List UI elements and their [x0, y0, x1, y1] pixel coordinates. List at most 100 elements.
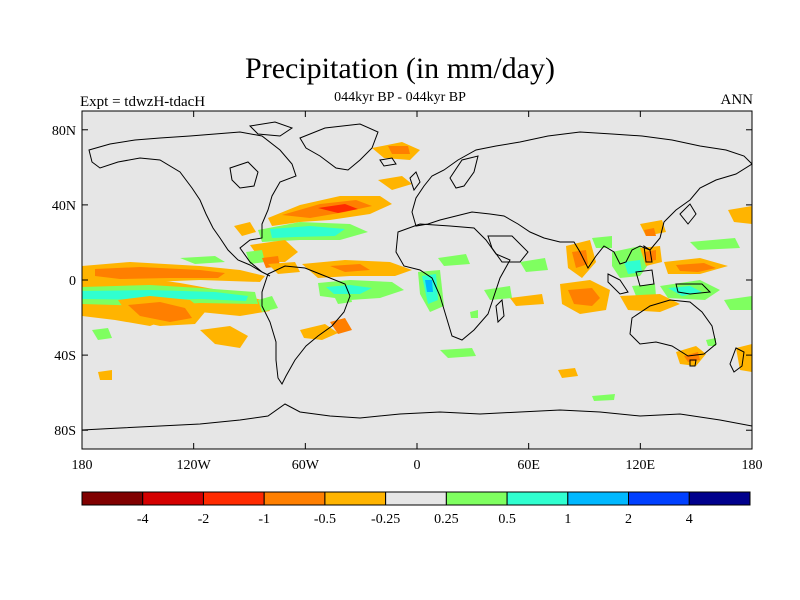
colorbar-label: -4: [137, 512, 149, 527]
coastline-greenland: [299, 123, 379, 171]
season-label: ANN: [720, 92, 754, 108]
colorbar-box: [688, 491, 751, 506]
coastline-antarctica: [82, 403, 752, 431]
colorbar-box: [263, 491, 326, 506]
anomaly-patch: [318, 204, 358, 213]
coastline-japan: [679, 203, 697, 225]
coastline-new-zealand: [729, 347, 745, 373]
coastline-australia: [629, 299, 717, 357]
anomaly-patch: [592, 236, 612, 248]
colorbar-label: 0.5: [498, 512, 516, 527]
colorbar-label: 0.25: [434, 512, 459, 527]
experiment-label: Expt = tdwzH-tdacH: [80, 94, 206, 110]
anomaly-patch: [644, 228, 656, 236]
anomaly-patch: [438, 254, 470, 266]
anomaly-patch: [706, 338, 716, 346]
colorbar-box: [81, 491, 144, 506]
coastline-sumatra: [607, 273, 629, 295]
lon-tick-label: 180: [742, 458, 763, 473]
anomaly-patch: [644, 250, 656, 262]
lon-tick-label: 0: [414, 458, 421, 473]
colorbar-box: [142, 491, 204, 506]
coastline-north-america: [88, 131, 297, 277]
anomaly-patch: [98, 370, 112, 380]
coastline-philippines: [643, 244, 653, 263]
anomaly-patch: [592, 394, 615, 401]
colorbar-box: [385, 491, 447, 506]
lat-tick-label: 80S: [54, 424, 76, 439]
coastline-borneo: [635, 269, 655, 287]
coastline-tasmania: [689, 359, 697, 367]
anomaly-patch: [558, 368, 578, 378]
anomaly-patch: [82, 290, 248, 301]
anomaly-patch: [180, 256, 225, 264]
colorbar-box: [202, 491, 265, 506]
lat-tick-label: 80N: [52, 124, 76, 139]
anomaly-patch: [632, 284, 656, 296]
anomaly-patch: [510, 294, 544, 306]
colorbar-box: [506, 491, 569, 506]
anomaly-patch: [270, 226, 345, 238]
lon-tick-label: 120E: [626, 458, 656, 473]
coastline-iceland: [379, 157, 397, 167]
anomaly-patch: [470, 310, 478, 318]
anomaly-field: [82, 142, 752, 401]
anomaly-patch: [568, 288, 600, 306]
anomaly-patch: [326, 285, 372, 294]
anomaly-patch: [234, 222, 256, 236]
colorbar-box: [445, 491, 508, 506]
map-subtitle: 044kyr BP - 044kyr BP: [334, 90, 466, 105]
colorbar: -4 -2 -1 -0.5 -0.25 0.25 0.5 1 2 4: [81, 491, 751, 527]
lon-tick-label: 120W: [177, 458, 212, 473]
map-title: Precipitation (in mm/day): [245, 52, 555, 85]
coastline-arctic-islands: [248, 121, 294, 137]
coastline-madagascar: [495, 298, 505, 324]
anomaly-patch: [388, 146, 410, 154]
anomaly-patch: [690, 238, 740, 250]
anomaly-patch: [572, 250, 588, 268]
coastlines: [82, 121, 752, 431]
anomaly-patch: [378, 176, 412, 190]
lat-tick-label: 40N: [52, 199, 76, 214]
lon-tick-label: 60E: [517, 458, 540, 473]
anomaly-patch: [92, 328, 112, 340]
anomaly-patch: [484, 286, 512, 300]
lon-tick-label: 60W: [292, 458, 320, 473]
colorbar-label: -0.5: [314, 512, 336, 527]
colorbar-label: 1: [564, 512, 571, 527]
anomaly-patch: [520, 258, 548, 272]
colorbar-label: 2: [625, 512, 632, 527]
anomaly-patch: [620, 294, 680, 312]
anomaly-patch: [128, 302, 192, 322]
coastline-scandinavia: [449, 155, 479, 189]
colorbar-label: -1: [258, 512, 270, 527]
anomaly-patch: [724, 296, 752, 310]
coastline-eurasia: [411, 131, 752, 269]
lon-tick-label: 180: [72, 458, 93, 473]
anomaly-patch: [728, 206, 752, 224]
anomaly-patch: [624, 260, 642, 274]
anomaly-patch: [330, 264, 370, 272]
anomaly-patch: [268, 262, 300, 274]
anomaly-patch: [200, 326, 248, 348]
colorbar-label: -2: [198, 512, 210, 527]
colorbar-box: [628, 491, 690, 506]
colorbar-box: [324, 491, 387, 506]
anomaly-patch: [425, 280, 433, 292]
anomaly-patch: [95, 267, 225, 279]
lat-tick-label: 0: [69, 274, 76, 289]
anomaly-patch: [246, 250, 265, 264]
colorbar-label: 4: [686, 512, 693, 527]
colorbar-label: -0.25: [371, 512, 400, 527]
anomaly-patch: [440, 348, 476, 358]
lat-tick-label: 40S: [54, 349, 76, 364]
anomaly-patch: [676, 263, 716, 272]
anomaly-patch: [736, 344, 752, 372]
colorbar-box: [567, 491, 630, 506]
coastline-africa: [395, 223, 511, 341]
coastline-new-guinea: [675, 283, 712, 295]
axis-ticks: 80N 40N 0 40S 80S 180 120W 60W 0 60E 120E 180: [52, 111, 763, 473]
coastline-uk: [409, 171, 421, 192]
coastline-south-america: [261, 265, 351, 385]
